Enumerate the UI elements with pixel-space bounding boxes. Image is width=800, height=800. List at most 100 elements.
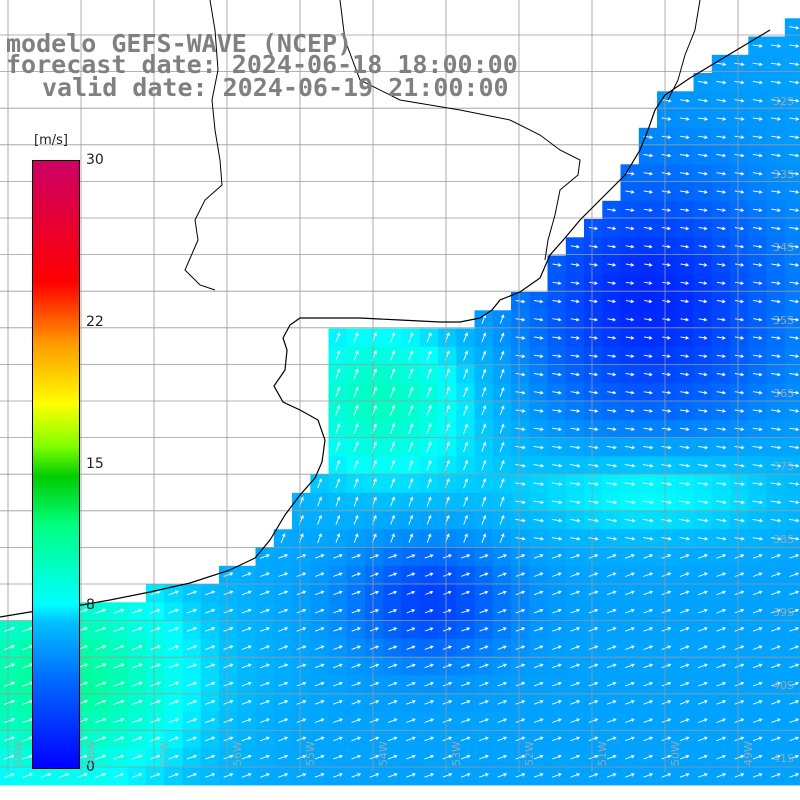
wind-arrow bbox=[168, 626, 180, 632]
wind-arrow bbox=[499, 514, 505, 525]
wind-arrow bbox=[625, 572, 635, 577]
wind-arrow bbox=[716, 208, 727, 212]
wind-arrow bbox=[606, 463, 618, 468]
wind-arrow bbox=[661, 463, 672, 468]
wind-arrow bbox=[643, 736, 654, 742]
wind-arrow bbox=[661, 681, 672, 687]
wind-arrow bbox=[679, 463, 691, 468]
wind-arrow bbox=[716, 263, 726, 267]
wind-arrow bbox=[389, 386, 396, 398]
speed-cell bbox=[164, 711, 184, 731]
wind-arrow bbox=[643, 681, 654, 687]
wind-arrow bbox=[789, 681, 800, 687]
speed-cell bbox=[200, 711, 220, 731]
wind-arrow bbox=[625, 190, 635, 194]
wind-arrow bbox=[643, 244, 653, 249]
wind-arrow bbox=[406, 663, 416, 669]
wind-arrow bbox=[789, 263, 800, 267]
wind-arrow bbox=[643, 445, 654, 450]
wind-arrow bbox=[771, 281, 781, 286]
wind-arrow bbox=[314, 627, 325, 632]
wind-arrow bbox=[388, 554, 398, 559]
wind-arrow bbox=[278, 627, 289, 632]
speed-cell bbox=[419, 511, 439, 530]
colorbar-units: [m/s] bbox=[34, 133, 68, 148]
wind-arrow bbox=[661, 754, 672, 760]
wind-arrow bbox=[661, 718, 672, 723]
speed-cell bbox=[784, 292, 800, 311]
wind-arrow bbox=[406, 736, 416, 742]
speed-cell bbox=[146, 748, 165, 768]
wind-arrow bbox=[770, 518, 782, 523]
wind-arrow bbox=[442, 773, 453, 778]
wind-arrow bbox=[463, 496, 468, 507]
wind-arrow bbox=[588, 590, 599, 596]
wind-arrow bbox=[131, 718, 143, 724]
wind-arrow bbox=[662, 281, 671, 285]
wind-arrow bbox=[606, 700, 617, 705]
speed-cell bbox=[273, 584, 293, 603]
wind-arrow bbox=[662, 372, 671, 377]
wind-arrow bbox=[625, 409, 635, 413]
lon-label: 51W bbox=[596, 741, 609, 766]
speed-cell bbox=[784, 419, 800, 439]
wind-arrow bbox=[570, 427, 581, 432]
wind-arrow bbox=[625, 700, 635, 705]
wind-arrow bbox=[442, 700, 453, 705]
wind-arrow bbox=[752, 518, 764, 523]
wind-arrow bbox=[351, 627, 361, 632]
speed-cell bbox=[273, 529, 293, 549]
wind-arrow bbox=[351, 663, 362, 669]
wind-arrow bbox=[716, 372, 726, 377]
wind-arrow bbox=[625, 736, 635, 742]
wind-arrow bbox=[351, 773, 362, 778]
wind-arrow bbox=[168, 663, 180, 669]
wind-arrow bbox=[3, 718, 16, 724]
colorbar-tick-15: 15 bbox=[86, 455, 104, 472]
wind-arrow bbox=[552, 645, 562, 650]
wind-arrow bbox=[570, 281, 580, 285]
wind-arrow bbox=[588, 736, 599, 742]
wind-arrow bbox=[481, 332, 487, 343]
wind-arrow bbox=[131, 626, 143, 632]
wind-arrow bbox=[570, 736, 581, 742]
wind-arrow bbox=[643, 354, 653, 358]
wind-arrow bbox=[680, 390, 690, 395]
wind-arrow bbox=[259, 645, 270, 650]
border-path-1 bbox=[184, 0, 223, 291]
wind-arrow bbox=[679, 153, 690, 158]
wind-arrow bbox=[752, 171, 763, 176]
wind-arrow bbox=[533, 554, 544, 559]
wind-arrow bbox=[752, 773, 763, 778]
wind-arrow bbox=[588, 463, 599, 468]
wind-arrow bbox=[606, 536, 618, 541]
wind-arrow bbox=[463, 332, 468, 343]
wind-arrow bbox=[789, 135, 800, 140]
wind-arrow bbox=[625, 718, 635, 723]
wind-arrow bbox=[789, 44, 800, 48]
speed-cell bbox=[219, 602, 238, 622]
wind-arrow bbox=[752, 718, 763, 723]
wind-arrow bbox=[698, 718, 708, 723]
speed-cell bbox=[784, 474, 800, 494]
wind-arrow bbox=[424, 663, 434, 669]
wind-arrow bbox=[408, 514, 414, 525]
speed-cell bbox=[492, 419, 512, 439]
wind-arrow bbox=[734, 317, 745, 322]
wind-arrow bbox=[205, 773, 216, 778]
wind-arrow bbox=[789, 536, 800, 541]
wind-arrow bbox=[497, 663, 508, 669]
wind-arrow bbox=[481, 478, 487, 489]
speed-cell bbox=[310, 511, 330, 530]
wind-arrow bbox=[643, 572, 654, 577]
wind-arrow bbox=[463, 350, 468, 361]
wind-arrow bbox=[679, 590, 690, 596]
speed-cell bbox=[328, 565, 348, 585]
speed-cell bbox=[127, 748, 147, 768]
wind-arrow bbox=[278, 663, 289, 669]
wind-arrow bbox=[335, 441, 341, 453]
speed-cell bbox=[492, 383, 512, 403]
coastline-path bbox=[0, 29, 771, 618]
wind-arrow bbox=[186, 663, 198, 669]
wind-arrow bbox=[789, 518, 800, 523]
